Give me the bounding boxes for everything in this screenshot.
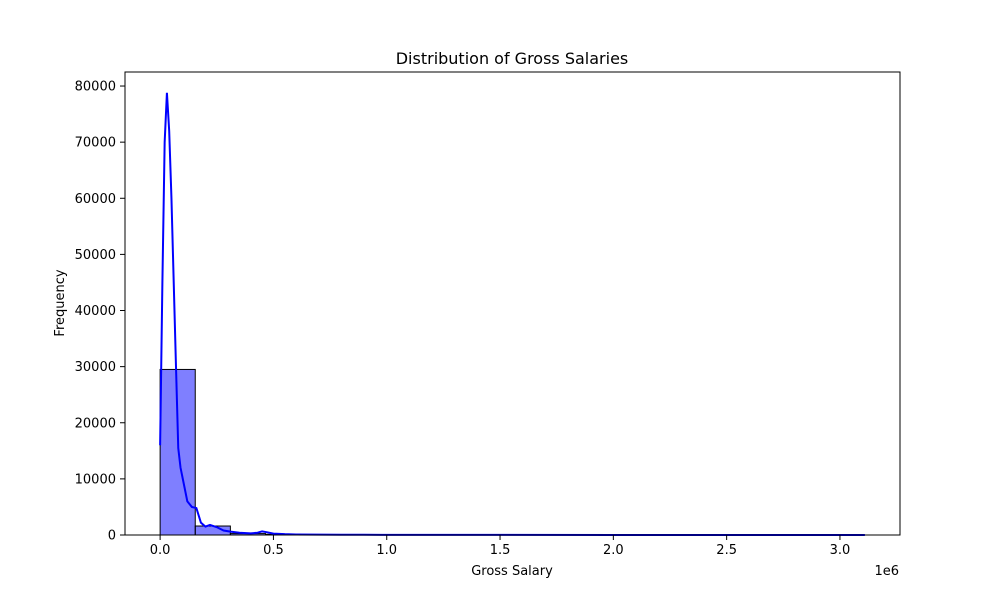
x-axis-offset-label: 1e6 <box>874 564 899 579</box>
x-tick-label: 1.5 <box>490 543 511 558</box>
y-tick-label: 10000 <box>75 472 116 487</box>
y-tick-label: 0 <box>108 529 116 544</box>
y-axis-title: Frequency <box>53 269 68 336</box>
x-tick-label: 0.0 <box>150 543 171 558</box>
kde-line <box>159 92 865 536</box>
x-tick-label: 2.5 <box>716 543 737 558</box>
x-axis-title: Gross Salary <box>471 564 553 579</box>
y-tick-label: 20000 <box>75 416 116 431</box>
y-axis: 0 10000 20000 30000 40000 50000 60000 70000 8000… <box>75 80 125 544</box>
x-tick-label: 2.0 <box>603 543 624 558</box>
plot-frame <box>124 71 901 536</box>
y-tick-label: 30000 <box>75 360 116 375</box>
chart-title: Distribution of Gross Salaries <box>396 49 629 68</box>
x-tick-label: 0.5 <box>263 543 284 558</box>
y-tick-label: 50000 <box>75 248 116 263</box>
y-tick-label: 60000 <box>75 192 116 207</box>
y-tick-label: 70000 <box>75 136 116 151</box>
x-tick-label: 1.0 <box>376 543 397 558</box>
bar-layer <box>159 368 866 536</box>
y-tick-label: 80000 <box>75 80 116 95</box>
x-tick-label: 3.0 <box>830 543 851 558</box>
x-axis: 0.0 0.5 1.0 1.5 2.0 2.5 3.0 <box>150 535 851 558</box>
y-tick-label: 40000 <box>75 304 116 319</box>
